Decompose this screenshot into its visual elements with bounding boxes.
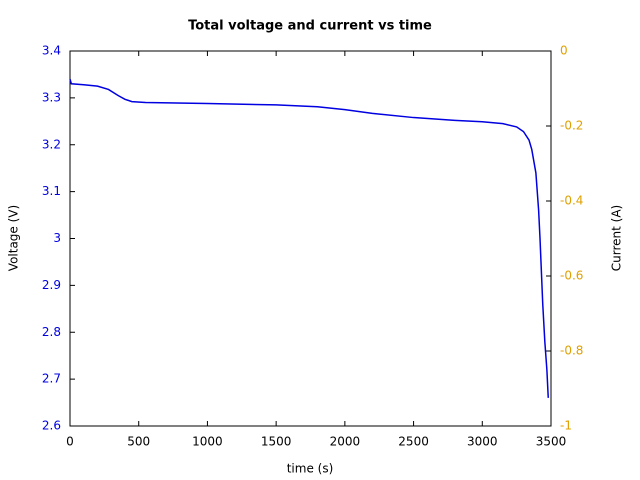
y-tick-label: 3.4 bbox=[42, 44, 61, 58]
y2-tick-label: -1 bbox=[560, 419, 572, 433]
y-tick-label: 3 bbox=[53, 231, 61, 245]
x-tick-label: 3500 bbox=[536, 435, 567, 449]
x-axis-label: time (s) bbox=[287, 462, 334, 476]
y-tick-label: 2.7 bbox=[42, 372, 61, 386]
y-axis-label: Voltage (V) bbox=[7, 205, 21, 271]
x-tick-label: 1000 bbox=[192, 435, 223, 449]
y2-tick-label: -0.4 bbox=[560, 194, 583, 208]
y2-tick-label: -0.2 bbox=[560, 119, 583, 133]
y-tick-label: 2.9 bbox=[42, 278, 61, 292]
x-tick-label: 1500 bbox=[261, 435, 292, 449]
chart-title: Total voltage and current vs time bbox=[188, 19, 432, 34]
x-tick-label: 500 bbox=[127, 435, 150, 449]
y-tick-label: 2.8 bbox=[42, 325, 61, 339]
series-line bbox=[69, 78, 549, 398]
y2-tick-label: -0.6 bbox=[560, 269, 583, 283]
y-tick-label: 3.3 bbox=[42, 90, 61, 104]
x-tick-label: 3000 bbox=[467, 435, 498, 449]
y2-axis-label: Current (A) bbox=[610, 205, 624, 271]
x-tick-label: 2000 bbox=[330, 435, 361, 449]
x-tick-label: 0 bbox=[66, 435, 74, 449]
y-tick-label: 3.1 bbox=[42, 184, 61, 198]
y-tick-label: 2.6 bbox=[42, 419, 61, 433]
y-tick-label: 3.2 bbox=[42, 137, 61, 151]
x-tick-label: 2500 bbox=[398, 435, 429, 449]
y2-tick-label: 0 bbox=[560, 44, 568, 58]
y2-tick-label: -0.8 bbox=[560, 344, 583, 358]
